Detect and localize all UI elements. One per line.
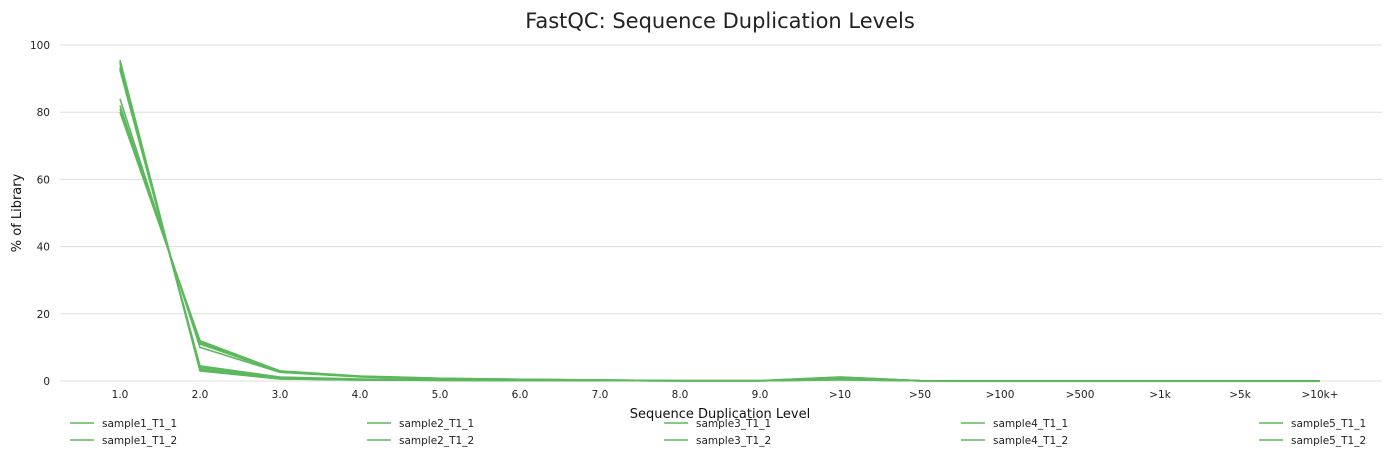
- x-tick-label: 6.0: [512, 389, 529, 401]
- x-tick-label: >100: [986, 389, 1015, 401]
- y-tick-label: 20: [37, 309, 50, 321]
- x-tick-label: 1.0: [112, 389, 129, 401]
- legend-label: sample1_T1_2: [102, 435, 177, 447]
- legend-item[interactable]: sample2_T1_1: [367, 418, 474, 430]
- legend-label: sample3_T1_2: [696, 435, 771, 447]
- x-tick-label: >1k: [1149, 389, 1171, 401]
- legend-item[interactable]: sample4_T1_1: [961, 418, 1068, 430]
- legend-item[interactable]: sample1_T1_2: [70, 435, 177, 447]
- grid: [60, 44, 1382, 382]
- y-tick-label: 0: [43, 376, 50, 388]
- series-line-sample4_T1_1[interactable]: [119, 98, 1320, 382]
- legend-item[interactable]: sample1_T1_1: [70, 418, 177, 430]
- legend-label: sample4_T1_2: [993, 435, 1068, 447]
- x-tick-label: >500: [1066, 389, 1095, 401]
- x-tick-label: >50: [909, 389, 931, 401]
- series-lines: [119, 59, 1320, 382]
- x-tick-label: 3.0: [272, 389, 289, 401]
- x-tick-label: 7.0: [592, 389, 609, 401]
- y-tick-label: 40: [37, 242, 50, 254]
- x-axis-ticks: 1.0 2.0 3.0 4.0 5.0 6.0 7.0 8.0 9.0 >10 >50 >100 >50…: [112, 389, 1339, 401]
- x-tick-label: >5k: [1229, 389, 1251, 401]
- legend-label: sample3_T1_1: [696, 418, 771, 430]
- legend-label: sample1_T1_1: [102, 418, 177, 430]
- x-tick-label: 5.0: [432, 389, 449, 401]
- y-axis-label: % of Library: [10, 173, 25, 252]
- x-axis-label: Sequence Duplication Level: [630, 407, 810, 422]
- legend-item[interactable]: sample4_T1_2: [961, 435, 1068, 447]
- x-tick-label: >10k+: [1301, 389, 1338, 401]
- series-line-sample1_T1_2[interactable]: [119, 66, 1320, 382]
- series-line-sample5_T1_2[interactable]: [119, 68, 1320, 382]
- legend-item[interactable]: sample5_T1_1: [1259, 418, 1366, 430]
- x-tick-label: 9.0: [752, 389, 769, 401]
- series-line-sample1_T1_1[interactable]: [119, 59, 1320, 382]
- y-tick-label: 100: [30, 40, 50, 52]
- legend-label: sample2_T1_2: [399, 435, 474, 447]
- legend-item[interactable]: sample3_T1_1: [664, 418, 771, 430]
- y-axis-ticks: 0 20 40 60 80 100: [30, 40, 50, 388]
- y-tick-label: 60: [37, 174, 50, 186]
- series-line-sample2_T1_2[interactable]: [119, 105, 1320, 382]
- legend-item[interactable]: sample5_T1_2: [1259, 435, 1366, 447]
- legend-label: sample4_T1_1: [993, 418, 1068, 430]
- series-line-sample3_T1_1[interactable]: [119, 63, 1320, 382]
- x-tick-label: 4.0: [352, 389, 369, 401]
- legend-label: sample5_T1_1: [1291, 418, 1366, 430]
- legend-item[interactable]: sample3_T1_2: [664, 435, 771, 447]
- y-tick-label: 80: [37, 107, 50, 119]
- series-line-sample4_T1_2[interactable]: [119, 108, 1320, 382]
- x-tick-label: 8.0: [672, 389, 689, 401]
- legend-label: sample5_T1_2: [1291, 435, 1366, 447]
- chart-title: FastQC: Sequence Duplication Levels: [525, 9, 915, 33]
- legend: sample1_T1_1sample1_T1_2sample2_T1_1samp…: [70, 418, 1366, 447]
- legend-item[interactable]: sample2_T1_2: [367, 435, 474, 447]
- legend-label: sample2_T1_1: [399, 418, 474, 430]
- series-line-sample3_T1_2[interactable]: [119, 69, 1320, 382]
- x-tick-label: 2.0: [192, 389, 209, 401]
- series-line-sample5_T1_1[interactable]: [119, 61, 1320, 382]
- x-tick-label: >10: [829, 389, 851, 401]
